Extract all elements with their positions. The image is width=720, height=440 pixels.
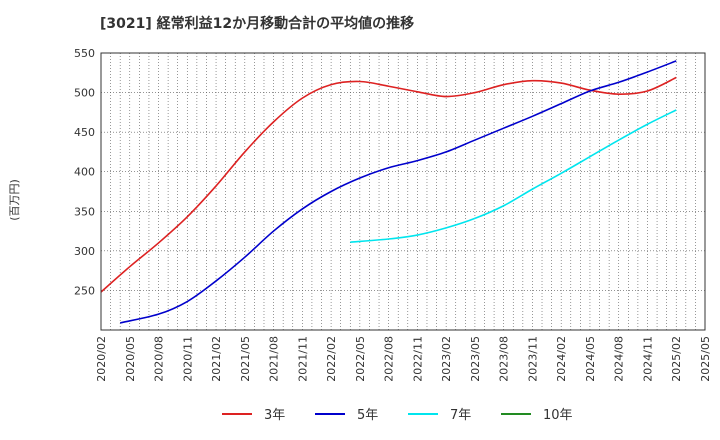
series-line-3年 [100, 76, 677, 293]
y-tick-label: 550 [74, 47, 95, 60]
x-tick-label: 2025/02 [670, 336, 683, 382]
x-tick-label: 2024/02 [555, 336, 568, 382]
y-tick-label: 450 [74, 126, 95, 139]
series-line-5年 [119, 60, 677, 324]
legend: 3年 5年 7年 10年 [222, 408, 573, 423]
x-tick-label: 2024/05 [584, 336, 597, 382]
x-tick-label: 2021/08 [268, 336, 281, 382]
x-tick-label: 2022/02 [325, 336, 338, 382]
x-tick-label: 2020/05 [124, 336, 137, 382]
x-tick-label: 2023/08 [498, 336, 511, 382]
y-tick-label: 500 [74, 87, 95, 100]
x-tick-label: 2025/05 [699, 336, 712, 382]
y-axis-label: (百万円) [8, 179, 21, 221]
plot-frame [100, 52, 706, 331]
x-tick-label: 2022/08 [383, 336, 396, 382]
chart-title: [3021] 経常利益12か月移動合計の平均値の推移 [100, 15, 414, 32]
x-tick-label: 2024/11 [641, 336, 654, 382]
legend-label-10年: 10年 [543, 408, 573, 423]
x-tick-label: 2022/05 [354, 336, 367, 382]
legend-label-7年: 7年 [450, 408, 471, 423]
legend-label-3年: 3年 [264, 408, 285, 423]
y-tick-label: 400 [74, 166, 95, 179]
x-tick-label: 2020/02 [95, 336, 108, 382]
x-tick-label: 2020/08 [153, 336, 166, 382]
x-tick-label: 2024/08 [613, 336, 626, 382]
x-tick-label: 2020/11 [181, 336, 194, 382]
legend-label-5年: 5年 [357, 408, 378, 423]
x-tick-label: 2021/02 [210, 336, 223, 382]
grid [101, 52, 705, 330]
y-tick-label: 300 [74, 245, 95, 258]
series-lines [100, 60, 677, 324]
x-tick-label: 2022/11 [411, 336, 424, 382]
x-tick-label: 2021/11 [296, 336, 309, 382]
y-tick-label: 250 [74, 284, 95, 297]
x-ticks: 2020/02 2020/05 2020/08 2020/11 2021/02 2021/… [95, 336, 712, 382]
series-line-7年 [350, 109, 677, 243]
y-ticks: 250 300 350 400 450 500 550 [74, 47, 95, 297]
x-tick-label: 2023/11 [526, 336, 539, 382]
y-tick-label: 350 [74, 205, 95, 218]
x-tick-label: 2021/05 [239, 336, 252, 382]
x-tick-label: 2023/02 [440, 336, 453, 382]
x-tick-label: 2023/05 [469, 336, 482, 382]
